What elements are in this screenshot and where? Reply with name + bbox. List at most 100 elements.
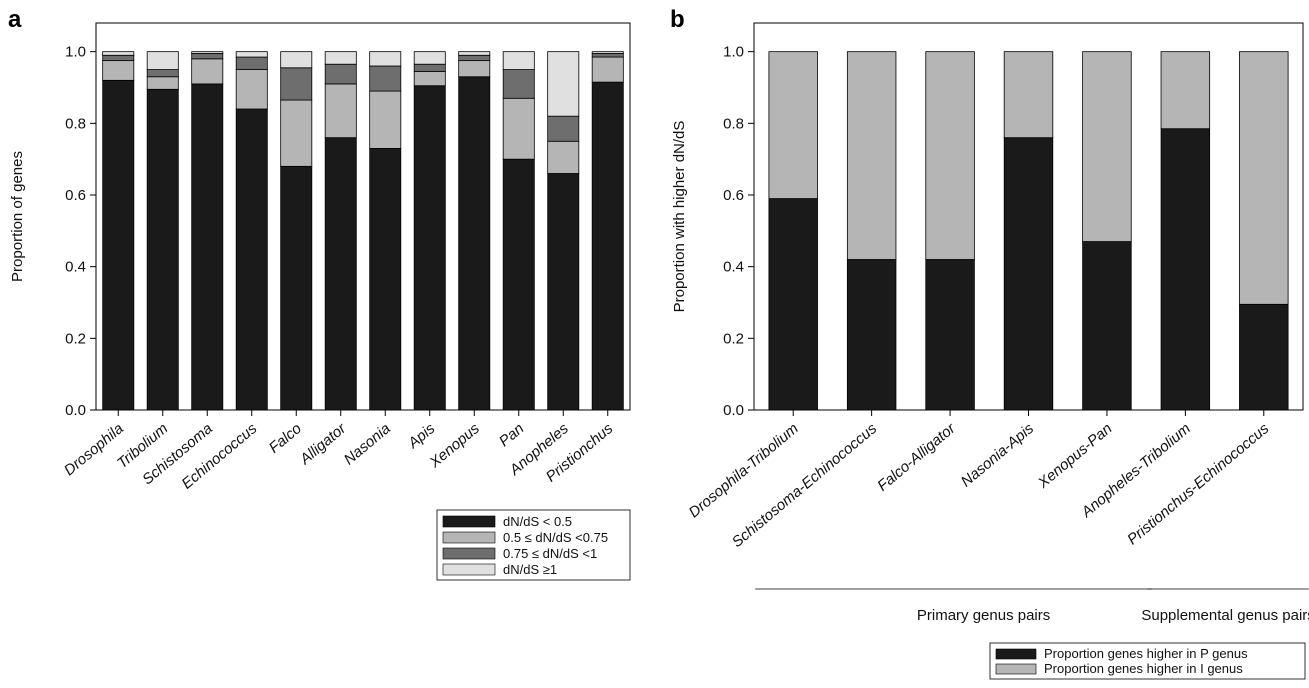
bar-segment-1	[925, 259, 975, 411]
bar-segment-1	[102, 79, 135, 411]
x-category-label: Pristionchus-Echinococcus	[1124, 420, 1273, 549]
legend-entry-label: Proportion genes higher in P genus	[1044, 646, 1248, 661]
bar-segment-3	[458, 54, 491, 62]
bar-segment-4	[191, 51, 224, 54]
bar-segment-1	[458, 76, 491, 411]
bar-segment-2	[1160, 51, 1211, 130]
group-label: Supplemental genus pairs	[1141, 607, 1309, 624]
bar-segment-1	[191, 83, 224, 411]
bar-segment-4	[458, 51, 491, 56]
bar-segment-3	[547, 115, 580, 142]
group-label: Primary genus pairs	[917, 607, 1050, 624]
bar-segment-2	[846, 51, 897, 260]
bar-segment-1	[1003, 137, 1054, 411]
y-tick-label: 0.0	[65, 402, 86, 419]
plot-frame	[95, 22, 631, 411]
y-tick-label: 0.2	[65, 330, 86, 347]
bar-segment-4	[146, 51, 179, 70]
bar-segment-2	[280, 99, 313, 167]
bar-segment-2	[925, 51, 975, 260]
y-tick-label: 1.0	[65, 44, 86, 61]
bar-segment-2	[413, 70, 446, 87]
bar-segment-4	[280, 51, 313, 69]
bar-segment-3	[369, 65, 402, 92]
panel-b-label: b	[670, 6, 685, 33]
bar-segment-2	[1003, 51, 1054, 139]
bar-segment-1	[502, 158, 535, 411]
bar-segment-1	[1239, 303, 1289, 411]
x-category-label: Drosophila	[61, 420, 127, 479]
bar-segment-4	[502, 51, 535, 70]
bar-segment-3	[502, 69, 535, 99]
bar-segment-2	[591, 56, 624, 83]
bar-segment-1	[846, 259, 897, 411]
y-tick-label: 0.8	[723, 115, 744, 132]
legend-swatch	[442, 515, 496, 528]
legend-swatch	[995, 663, 1037, 675]
y-tick-label: 0.2	[723, 330, 744, 347]
y-tick-label: 0.4	[723, 259, 744, 276]
bar-segment-3	[280, 67, 313, 101]
bar-segment-2	[369, 90, 402, 149]
bar-segment-1	[591, 81, 624, 411]
bar-segment-3	[146, 69, 179, 78]
legend-swatch	[442, 563, 496, 576]
x-category-label: Alligator	[296, 419, 350, 468]
legend-box	[989, 642, 1306, 680]
legend-entry-label: Proportion genes higher in I genus	[1044, 661, 1243, 676]
y-tick-label: 0.0	[723, 402, 744, 419]
bar-segment-1	[413, 85, 446, 411]
bar-segment-3	[235, 56, 268, 70]
bar-segment-2	[1082, 51, 1132, 242]
bar-segment-4	[102, 51, 135, 56]
bar-segment-3	[102, 54, 135, 62]
x-category-label: Pan	[496, 420, 527, 450]
x-category-label: Falco-Alligator	[874, 419, 959, 494]
bar-segment-4	[413, 51, 446, 65]
bar-segment-1	[146, 88, 179, 411]
bar-segment-2	[191, 58, 224, 85]
bar-segment-4	[369, 51, 402, 67]
chart-b: 0.0 0.2 0.4 0.6 0.8 1.0 Proportion with higher…	[671, 22, 1309, 680]
y-tick-label: 0.4	[65, 259, 86, 276]
bar-segment-2	[768, 51, 818, 199]
bar-segment-1	[1082, 241, 1132, 411]
bar-segment-2	[235, 69, 268, 110]
bar-segment-3	[413, 63, 446, 72]
y-tick-label: 0.6	[65, 187, 86, 204]
legend-swatch	[995, 648, 1037, 660]
bar-segment-4	[591, 51, 624, 54]
bar-segment-4	[547, 51, 580, 117]
legend-entry-label: 0.75 ≤ dN/dS <1	[503, 546, 597, 561]
x-category-label: Falco	[266, 420, 305, 457]
bar-segment-4	[235, 51, 268, 58]
bar-segment-3	[324, 63, 357, 85]
bar-segment-2	[1239, 51, 1289, 305]
legend-entry-label: dN/dS < 0.5	[503, 514, 572, 529]
bar-segment-2	[458, 60, 491, 78]
x-category-label: Apis	[404, 420, 438, 453]
y-tick-label: 0.8	[65, 115, 86, 132]
bar-segment-2	[502, 97, 535, 160]
x-category-label: Schistosoma-Echinococcus	[729, 420, 881, 551]
bar-segment-3	[191, 53, 224, 60]
bar-segment-1	[369, 148, 402, 411]
legend-swatch	[442, 531, 496, 544]
bar-segment-1	[547, 173, 580, 411]
bar-segment-1	[235, 108, 268, 411]
bar-segment-4	[324, 51, 357, 65]
y-axis-label: Proportion of genes	[9, 151, 26, 282]
y-tick-label: 0.6	[723, 187, 744, 204]
x-category-label: Nasonia-Apis	[958, 420, 1038, 491]
bar-segment-1	[324, 137, 357, 411]
panel-a-label: a	[8, 6, 22, 33]
bar-segment-3	[591, 53, 624, 58]
legend-entry-label: 0.5 ≤ dN/dS <0.75	[503, 530, 608, 545]
chart-a: 0.0 0.2 0.4 0.6 0.8 1.0 Proportion of genes Dro…	[9, 22, 631, 581]
bar-segment-2	[102, 60, 135, 81]
bar-segment-2	[324, 83, 357, 139]
bar-segment-2	[547, 140, 580, 174]
bar-segment-2	[146, 76, 179, 90]
y-axis-label: Proportion with higher dN/dS	[671, 121, 688, 313]
